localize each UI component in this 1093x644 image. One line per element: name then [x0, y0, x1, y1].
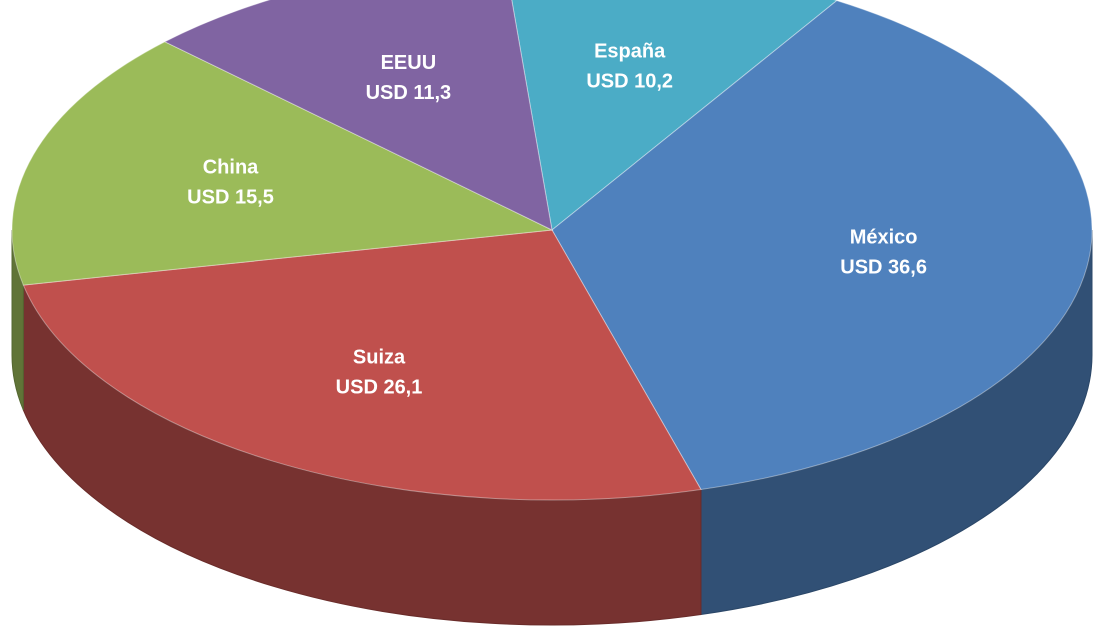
slice-value-label: USD 26,1: [336, 377, 423, 399]
slice: [163, 0, 553, 231]
slice-value-label: USD 15,5: [187, 187, 274, 209]
slice-value-label: USD 36,6: [840, 256, 927, 278]
slice: [551, 0, 1093, 491]
slice-tops: [11, 0, 1093, 501]
slice: [11, 41, 554, 286]
slice-value-label: USD 11,3: [366, 82, 452, 104]
slice: [22, 229, 702, 501]
slice-labels: España USD 10,2 México USD 36,6 Suiza USD 26,…: [187, 40, 927, 398]
slice-name: España: [594, 40, 666, 62]
slice-value-label: USD 10,2: [586, 70, 673, 92]
slice: [511, 0, 838, 231]
slice-name: México: [850, 226, 918, 248]
slice-name: Suiza: [353, 347, 406, 369]
slice-name: China: [203, 157, 259, 179]
slice-name: EEUU: [381, 52, 437, 74]
